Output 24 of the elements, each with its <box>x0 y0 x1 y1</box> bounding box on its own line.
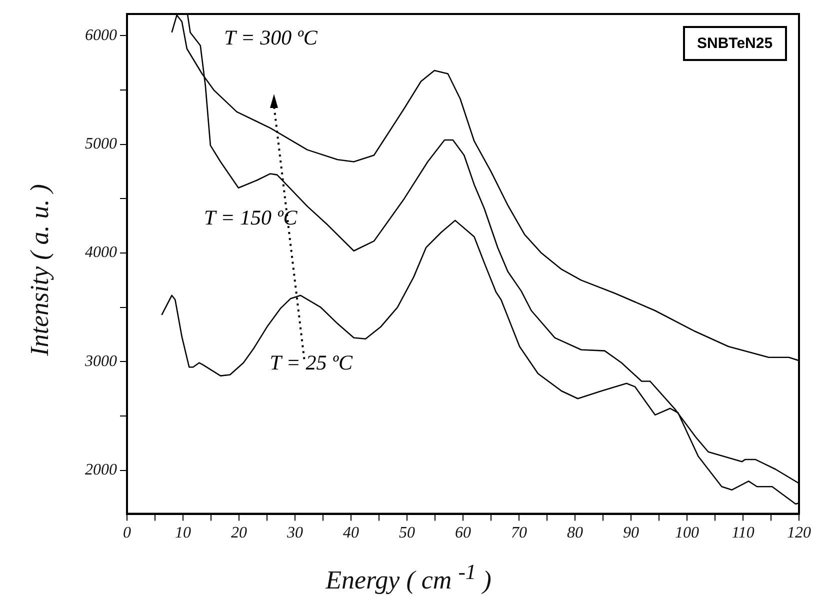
x-tick-label: 30 <box>286 524 303 542</box>
x-tick-label: 70 <box>511 524 527 542</box>
x-tick-label: 90 <box>623 524 639 542</box>
y-tick-label: 4000 <box>85 244 117 262</box>
x-tick-label: 20 <box>231 524 247 542</box>
x-tick-label: 120 <box>787 524 811 542</box>
x-tick-label: 100 <box>675 524 699 542</box>
x-tick-label: 0 <box>123 524 131 542</box>
y-tick-label: 5000 <box>85 136 117 153</box>
y-tick-label: 2000 <box>85 462 117 479</box>
y-axis-title: Intensity ( a. u. ) <box>25 183 55 358</box>
y-tick-label: 3000 <box>84 352 117 370</box>
annotation: T = 150 ºC <box>204 205 298 230</box>
x-tick-label: 40 <box>343 524 359 542</box>
x-tick-label: 50 <box>399 524 415 542</box>
annotation: SNBTeN25 <box>683 26 787 61</box>
x-tick-label: 80 <box>567 524 583 542</box>
x-axis-title: Energy ( cm $^{-1}$ ) <box>324 560 492 596</box>
x-tick-label: 110 <box>732 524 754 542</box>
annotation: T = 300 ºC <box>224 26 318 50</box>
annotation: T = 25 ºC <box>270 350 354 374</box>
y-tick-label: 6000 <box>85 26 117 44</box>
x-tick-label: 10 <box>175 524 191 542</box>
x-tick-label: 60 <box>455 524 471 542</box>
